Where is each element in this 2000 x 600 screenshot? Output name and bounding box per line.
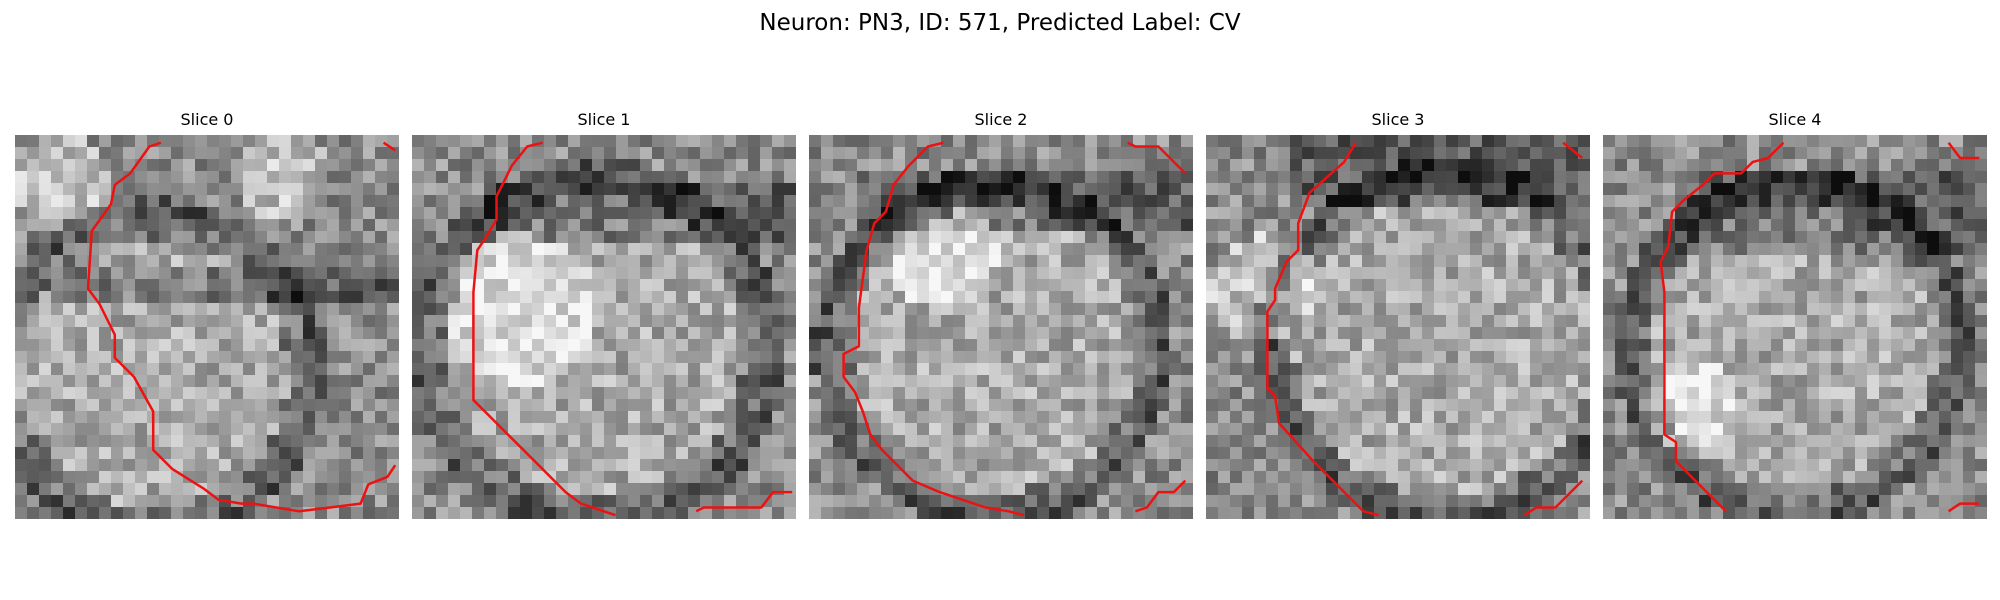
pixel-grid xyxy=(412,135,796,519)
slice-image xyxy=(1206,135,1590,519)
pixel-grid xyxy=(1603,135,1987,519)
slice-image xyxy=(1603,135,1987,519)
contour-line xyxy=(1659,141,1785,513)
contour-line xyxy=(472,141,616,517)
panel-title: Slice 3 xyxy=(1371,110,1425,129)
panel-title: Slice 1 xyxy=(577,110,631,129)
contour-line xyxy=(86,141,397,513)
pixel-grid xyxy=(1206,135,1590,519)
pixel-grid xyxy=(809,135,1193,519)
contour-line xyxy=(1266,142,1380,517)
pixel-grid xyxy=(15,135,399,519)
contour-line xyxy=(382,141,396,152)
slice-image xyxy=(809,135,1193,519)
panel-title: Slice 4 xyxy=(1768,110,1822,129)
slice-image xyxy=(15,135,399,519)
slice-image xyxy=(412,135,796,519)
contour-line xyxy=(842,141,1025,517)
contour-line xyxy=(695,490,793,513)
contour-line xyxy=(1524,479,1584,517)
figure-title: Neuron: PN3, ID: 571, Predicted Label: C… xyxy=(759,10,1241,36)
contour-line xyxy=(1947,141,1980,160)
contour-line xyxy=(1562,141,1584,159)
panel-title: Slice 2 xyxy=(974,110,1028,129)
contour-line xyxy=(1947,502,1980,513)
contour-line xyxy=(1135,479,1187,513)
contour-line xyxy=(1127,141,1187,175)
panel-title: Slice 0 xyxy=(180,110,234,129)
